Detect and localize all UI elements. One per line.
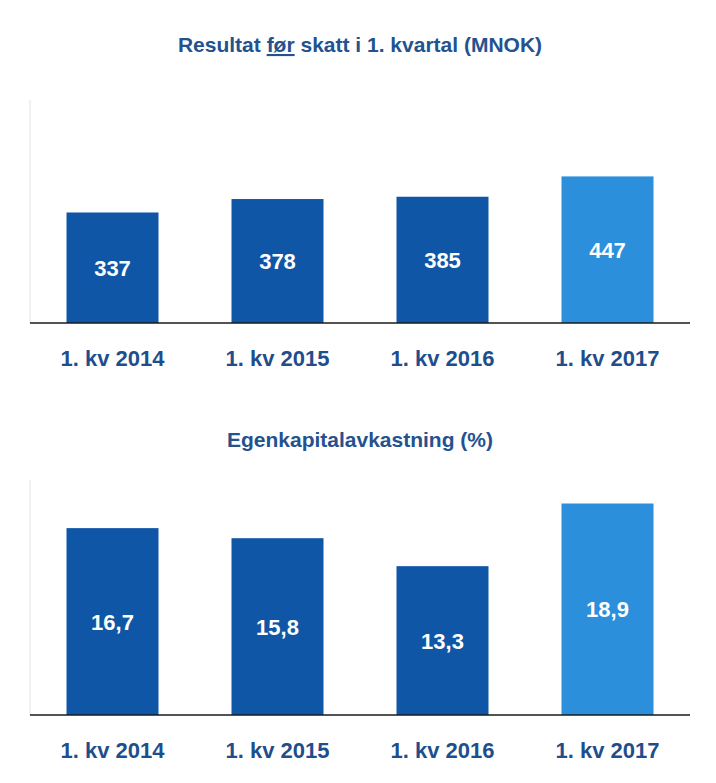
labels: 16,7 1. kv 2014 15,8 1. kv 2015 13,3 1. kv 20… — [61, 597, 660, 763]
bar — [562, 504, 654, 716]
bar — [232, 199, 324, 323]
chart-0: Resultat før skatt i 1. kvartal (MNOK) 33… — [30, 33, 690, 371]
category-label: 1. kv 2014 — [61, 346, 166, 371]
chart-title: Resultat før skatt i 1. kvartal (MNOK) — [178, 33, 542, 56]
chart-title: Egenkapitalavkastning (%) — [227, 428, 493, 451]
data-label: 378 — [259, 249, 296, 274]
category-label: 1. kv 2016 — [391, 346, 495, 371]
chart-1: Egenkapitalavkastning (%)16,71. kv 20141… — [30, 428, 690, 763]
category-label: 1. kv 2015 — [226, 346, 330, 371]
data-label: 337 — [94, 256, 131, 281]
bars — [67, 504, 654, 716]
data-label: 16,7 — [91, 610, 134, 635]
data-label: 447 — [589, 238, 626, 263]
category-label: 1. kv 2014 — [61, 738, 166, 763]
category-axis-line — [30, 322, 690, 324]
data-label: 15,8 — [256, 615, 299, 640]
bar — [67, 528, 159, 715]
category-label: 1. kv 2017 — [556, 738, 660, 763]
chart-canvas: Resultat før skatt i 1. kvartal (MNOK) 33… — [0, 0, 716, 783]
bar — [232, 538, 324, 715]
data-label: 13,3 — [421, 629, 464, 654]
value-axis-line — [30, 100, 31, 323]
bar — [562, 176, 654, 323]
labels: 337 1. kv 2014 378 1. kv 2015 385 1. kv 2016 4… — [61, 238, 660, 371]
data-label: 18,9 — [586, 597, 629, 622]
bar — [397, 197, 489, 323]
category-label: 1. kv 2015 — [226, 738, 330, 763]
category-label: 1. kv 2017 — [556, 346, 660, 371]
category-label: 1. kv 2016 — [391, 738, 495, 763]
data-label: 385 — [424, 248, 461, 273]
value-axis-line — [30, 480, 31, 715]
bars — [67, 176, 654, 323]
category-axis-line — [30, 714, 690, 716]
bar — [397, 566, 489, 715]
bar — [67, 212, 159, 323]
